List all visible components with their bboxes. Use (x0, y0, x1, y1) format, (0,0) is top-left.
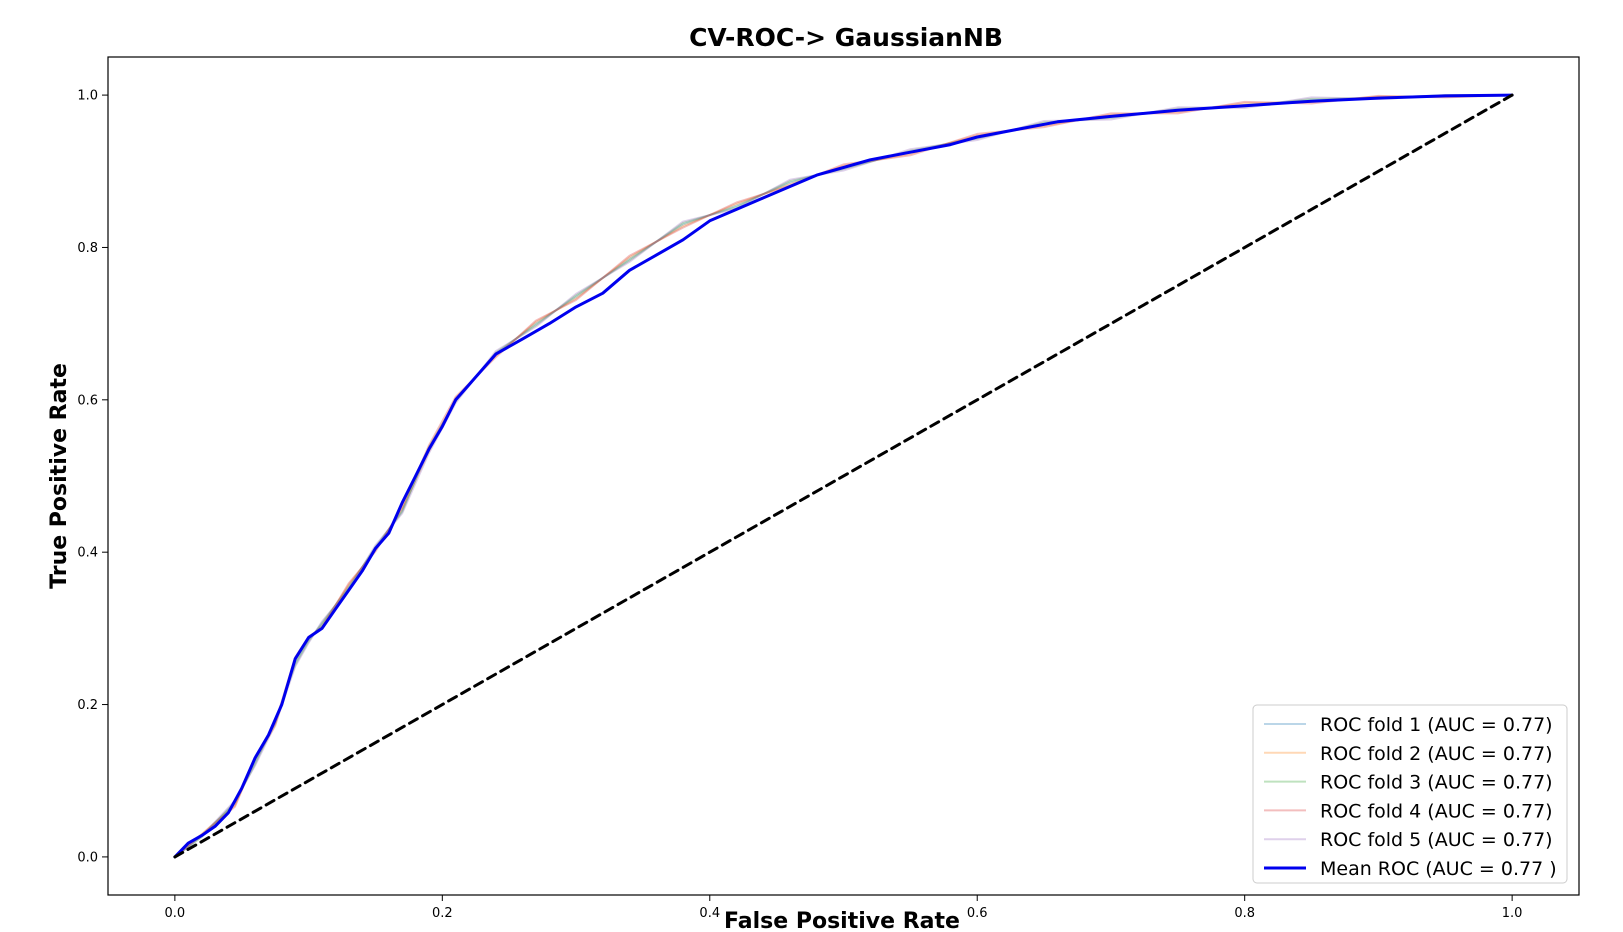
plot-lines (173, 93, 1514, 859)
x-tick-label: 0.4 (699, 906, 720, 921)
y-tick-label: 1.0 (77, 89, 98, 104)
y-tick-label: 0.8 (77, 241, 98, 256)
x-axis-label: False Positive Rate (724, 909, 960, 932)
mean-roc-line (173, 93, 1514, 859)
legend-entry-label: ROC fold 1 (AUC = 0.77) (1320, 714, 1553, 736)
x-tick-label: 0.0 (165, 906, 186, 921)
y-tick-label: 0.6 (77, 393, 98, 408)
x-tick-label: 0.6 (967, 906, 988, 921)
legend-entry-label: ROC fold 5 (AUC = 0.77) (1320, 829, 1553, 851)
y-axis-ticks: 0.0 0.2 0.4 0.6 0.8 1.0 (77, 89, 108, 865)
roc-fold-5-line (173, 94, 1514, 858)
legend-entry-label: ROC fold 3 (AUC = 0.77) (1320, 772, 1553, 794)
x-tick-label: 0.8 (1234, 906, 1255, 921)
legend: ROC fold 1 (AUC = 0.77) ROC fold 2 (AUC =… (1252, 704, 1568, 884)
legend-box (1252, 704, 1568, 884)
chart-title: CV-ROC-> GaussianNB (689, 23, 1003, 52)
legend-entry-label: Mean ROC (AUC = 0.77 ) (1320, 858, 1557, 880)
y-axis-label: True Positive Rate (47, 363, 72, 589)
legend-entry-label: ROC fold 2 (AUC = 0.77) (1320, 743, 1553, 765)
x-tick-label: 0.2 (432, 906, 453, 921)
legend-entry-label: ROC fold 4 (AUC = 0.77) (1320, 800, 1553, 822)
x-tick-label: 1.0 (1502, 906, 1523, 921)
chance-diagonal-line (173, 93, 1514, 859)
y-tick-label: 0.2 (77, 698, 98, 713)
x-axis-ticks: 0.0 0.2 0.4 0.6 0.8 1.0 (165, 895, 1523, 921)
plot-frame (107, 56, 1580, 896)
y-tick-label: 0.4 (77, 546, 98, 561)
y-tick-label: 0.0 (77, 850, 98, 865)
